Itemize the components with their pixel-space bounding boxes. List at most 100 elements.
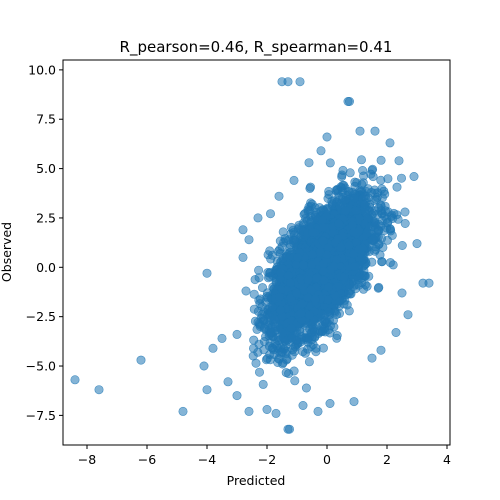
data-point	[306, 285, 316, 295]
data-point	[292, 328, 302, 338]
data-point	[379, 186, 389, 196]
data-point	[374, 240, 384, 250]
data-point	[349, 281, 359, 291]
data-point	[311, 347, 321, 357]
data-point	[332, 333, 342, 343]
data-point	[312, 273, 322, 283]
data-point	[359, 266, 369, 276]
data-point	[318, 343, 328, 353]
data-point	[308, 249, 318, 259]
data-point	[298, 347, 308, 357]
data-point	[262, 293, 272, 303]
data-point	[336, 242, 346, 252]
data-point	[349, 227, 359, 237]
data-point	[374, 282, 384, 292]
data-point	[296, 309, 306, 319]
data-point	[290, 376, 300, 386]
data-point	[249, 289, 259, 299]
data-point	[318, 222, 328, 232]
data-point	[310, 294, 320, 304]
data-point	[293, 253, 303, 263]
data-point	[258, 379, 268, 389]
data-point	[297, 299, 307, 309]
data-point	[397, 241, 407, 251]
data-point	[289, 366, 299, 376]
data-point	[361, 191, 371, 201]
data-point	[337, 170, 347, 180]
data-point	[287, 334, 297, 344]
data-point	[315, 247, 325, 257]
data-point	[375, 250, 385, 260]
data-point	[334, 308, 344, 318]
data-point	[376, 175, 386, 185]
data-point	[136, 355, 146, 365]
data-point	[254, 295, 264, 305]
data-point	[354, 244, 364, 254]
data-point	[385, 224, 395, 234]
data-point	[356, 155, 366, 165]
data-point	[266, 254, 276, 264]
data-point	[202, 268, 212, 278]
data-point	[362, 281, 372, 291]
data-point	[253, 306, 263, 316]
data-point	[267, 302, 277, 312]
data-point	[400, 219, 410, 229]
data-point	[388, 260, 398, 270]
data-point	[339, 272, 349, 282]
data-point	[374, 226, 384, 236]
data-point	[325, 158, 335, 168]
data-point	[393, 214, 403, 224]
data-point	[286, 293, 296, 303]
data-point	[303, 275, 313, 285]
data-point	[308, 227, 318, 237]
data-point	[178, 406, 188, 416]
data-point	[276, 348, 286, 358]
data-point	[286, 323, 296, 333]
data-point	[289, 230, 299, 240]
data-point	[338, 180, 348, 190]
data-point	[305, 182, 315, 192]
data-point	[392, 182, 402, 192]
data-point	[325, 328, 335, 338]
data-point	[285, 278, 295, 288]
data-point	[238, 225, 248, 235]
data-point	[324, 186, 334, 196]
data-point	[276, 268, 286, 278]
data-point	[265, 209, 275, 219]
data-point	[365, 222, 375, 232]
data-point	[376, 155, 386, 165]
data-point	[254, 273, 264, 283]
data-point	[251, 358, 261, 368]
data-point	[318, 236, 328, 246]
data-point	[262, 353, 272, 363]
data-point	[302, 328, 312, 338]
data-point	[341, 206, 351, 216]
data-point	[254, 339, 264, 349]
data-point	[380, 206, 390, 216]
data-point	[278, 253, 288, 263]
data-point	[223, 377, 233, 387]
data-point	[276, 305, 286, 315]
data-point	[270, 322, 280, 332]
data-point	[208, 343, 218, 353]
chart-title: R_pearson=0.46, R_spearman=0.41	[120, 38, 393, 57]
data-point	[252, 324, 262, 334]
data-point	[317, 326, 327, 336]
data-point	[232, 391, 242, 401]
data-point	[358, 166, 368, 176]
data-point	[202, 385, 212, 395]
data-point	[366, 169, 376, 179]
data-point	[349, 193, 359, 203]
data-point	[368, 234, 378, 244]
data-point	[304, 357, 314, 367]
data-point	[199, 361, 209, 371]
data-point	[70, 375, 80, 385]
data-point	[303, 205, 313, 215]
data-point	[396, 173, 406, 183]
data-point	[323, 295, 333, 305]
data-point	[298, 260, 308, 270]
data-point	[301, 383, 311, 393]
data-point	[310, 331, 320, 341]
data-point	[359, 200, 369, 210]
